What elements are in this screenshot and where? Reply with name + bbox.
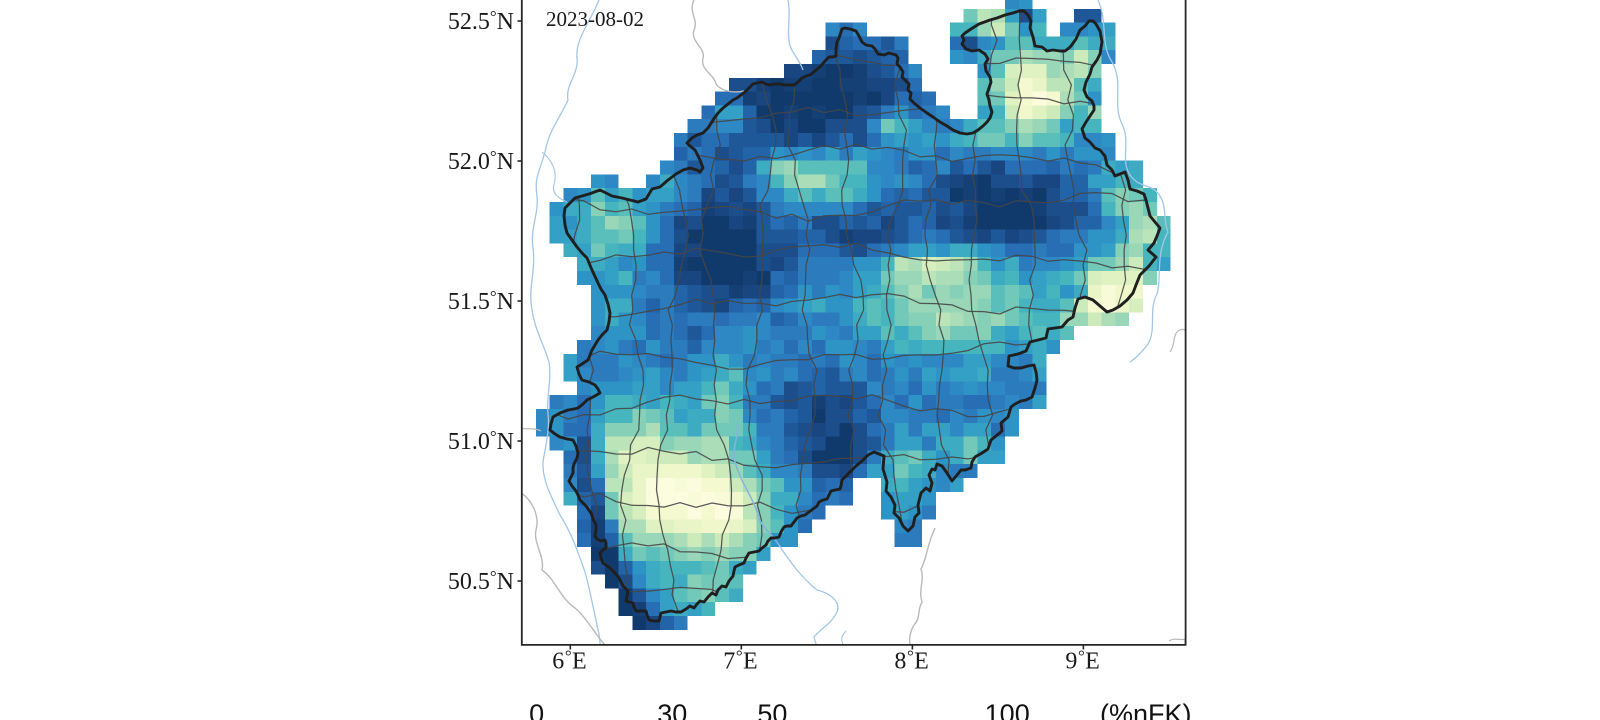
svg-text:30: 30: [657, 699, 687, 720]
svg-text:E: E: [572, 649, 587, 675]
svg-text:52.0°N: 52.0°N: [448, 147, 514, 175]
svg-text:°: °: [907, 647, 914, 666]
svg-text:52.5°N: 52.5°N: [448, 7, 514, 35]
svg-text:100: 100: [985, 699, 1030, 720]
svg-text:8: 8: [894, 649, 906, 675]
svg-text:E: E: [743, 649, 758, 675]
svg-text:7: 7: [723, 649, 735, 675]
svg-text:50.5°N: 50.5°N: [448, 567, 514, 595]
svg-text:0: 0: [529, 699, 544, 720]
svg-text:(%nFK): (%nFK): [1100, 699, 1192, 720]
svg-text:°: °: [1078, 647, 1085, 666]
svg-text:51.5°N: 51.5°N: [448, 287, 514, 315]
svg-text:E: E: [914, 649, 929, 675]
svg-text:6: 6: [552, 649, 564, 675]
svg-text:°: °: [565, 647, 572, 666]
svg-text:9: 9: [1065, 649, 1077, 675]
svg-text:50: 50: [757, 699, 787, 720]
svg-text:E: E: [1085, 649, 1100, 675]
svg-text:2023-08-02: 2023-08-02: [546, 7, 644, 31]
svg-text:51.0°N: 51.0°N: [448, 427, 514, 455]
svg-text:°: °: [736, 647, 743, 666]
